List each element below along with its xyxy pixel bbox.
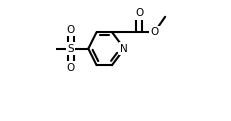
Text: O: O [150, 27, 159, 37]
Text: O: O [67, 63, 75, 73]
Text: O: O [135, 8, 143, 18]
Text: S: S [67, 44, 74, 54]
Text: N: N [121, 44, 128, 54]
Text: O: O [67, 25, 75, 35]
